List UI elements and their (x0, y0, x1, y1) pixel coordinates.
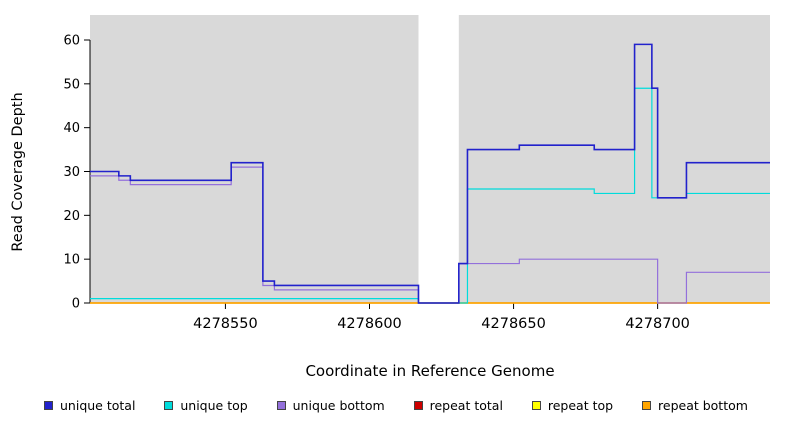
legend-item: repeat bottom (642, 398, 748, 413)
legend-swatch (642, 401, 652, 410)
x-axis-title: Coordinate in Reference Genome (305, 362, 554, 380)
legend-item: unique top (164, 398, 248, 413)
x-tick-label: 4278700 (625, 316, 690, 332)
series-unique-bottom (90, 166, 770, 304)
legend-swatch (164, 401, 174, 410)
legend-label: unique top (180, 398, 248, 413)
legend-item: repeat top (531, 398, 614, 413)
series-unique-total (90, 43, 770, 304)
legend-swatch (44, 401, 53, 410)
y-tick-label: 60 (63, 34, 80, 49)
legend-item: repeat total (413, 398, 503, 413)
legend-item: unique total (44, 398, 135, 413)
legend-label: repeat top (547, 398, 614, 413)
y-tick-label: 50 (63, 77, 80, 92)
legend-swatch (276, 401, 286, 410)
x-tick-label: 4278600 (337, 316, 402, 332)
y-tick-label: 30 (63, 165, 80, 180)
y-tick-label: 20 (63, 209, 80, 224)
legend-label: repeat total (429, 398, 503, 413)
legend-item: unique bottom (276, 398, 385, 413)
x-tick-label: 4278650 (481, 316, 546, 332)
legend-label: unique bottom (292, 398, 385, 413)
y-tick-label: 0 (72, 297, 80, 312)
plot-area: Read Coverage Depth Coordinate in Refere… (10, 15, 770, 380)
legend-label: unique total (60, 398, 136, 413)
chart-legend: unique total unique top unique bottom repea… (0, 398, 792, 413)
y-tick-label: 10 (63, 253, 80, 268)
legend-swatch (531, 401, 541, 410)
y-axis-title: Read Coverage Depth (10, 92, 26, 251)
y-tick-label: 40 (63, 121, 80, 136)
x-tick-label: 4278550 (193, 316, 258, 332)
legend-swatch (413, 401, 423, 410)
background-panel (458, 15, 770, 303)
background-panel (90, 15, 419, 303)
legend-label: repeat bottom (658, 398, 748, 413)
